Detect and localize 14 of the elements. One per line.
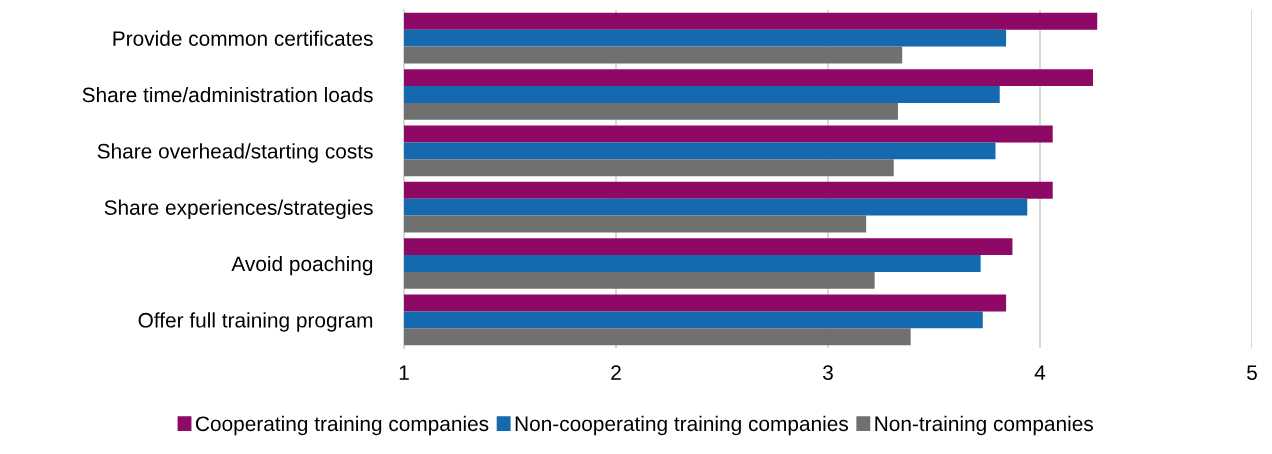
legend-label: Cooperating training companies: [195, 415, 489, 436]
x-tick-label: 2: [611, 365, 621, 380]
y-tick-label: Provide common certificates: [113, 30, 373, 46]
legend-label: Non-training companies: [875, 415, 1093, 436]
y-tick-label: Share experiences/strategies: [104, 199, 373, 220]
y-tick-label: Share overhead/starting costs: [97, 143, 373, 163]
y-tick-label: Avoid poaching: [231, 255, 373, 276]
y-tick-label: Share time/administration loads: [82, 86, 373, 103]
x-tick-label: 4: [1034, 365, 1046, 380]
x-tick-label: 5: [1247, 365, 1257, 380]
x-tick-label: 3: [823, 365, 833, 380]
legend-label: Non-cooperating training companies: [515, 415, 848, 436]
x-tick-label: 1: [399, 365, 409, 380]
y-tick-label: Offer full training program: [138, 312, 373, 332]
